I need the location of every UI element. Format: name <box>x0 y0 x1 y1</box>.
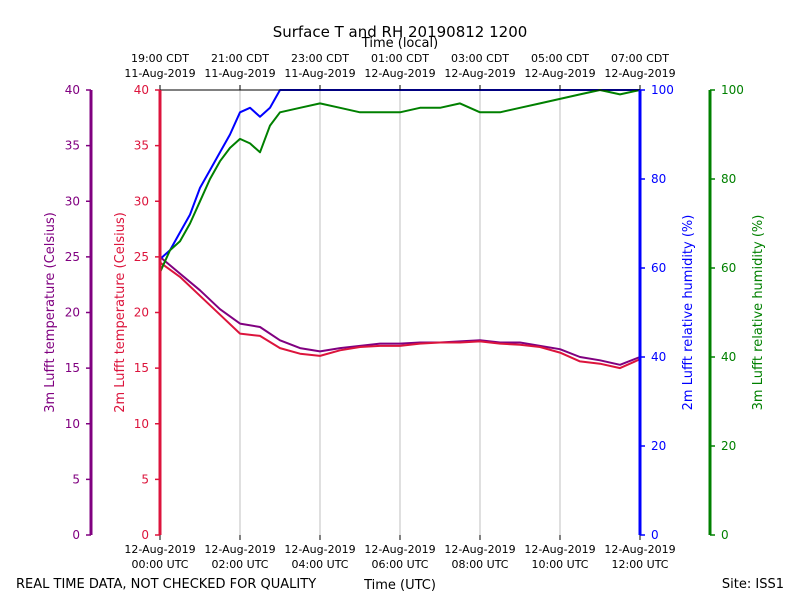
x-tick-date-bottom: 12-Aug-2019 <box>204 543 275 556</box>
x-tick-date-top: 12-Aug-2019 <box>524 67 595 80</box>
x-tick-time-top: 23:00 CDT <box>291 52 349 65</box>
x-tick-time-bottom: 10:00 UTC <box>531 558 588 571</box>
y-tick-label-t3: 10 <box>65 417 80 431</box>
y-tick-label-t2: 20 <box>134 306 149 320</box>
x-tick-time-bottom: 08:00 UTC <box>451 558 508 571</box>
series-line-t3 <box>159 256 641 366</box>
x-tick-date-bottom: 12-Aug-2019 <box>444 543 515 556</box>
y-tick-label-rh3: 80 <box>721 172 736 186</box>
y-axis-label-rh3: 3m Lufft relative humidity (%) <box>751 215 766 411</box>
x-tick-date-top: 12-Aug-2019 <box>364 67 435 80</box>
y-tick-label-t2: 25 <box>134 250 149 264</box>
x-tick-date-bottom: 12-Aug-2019 <box>604 543 675 556</box>
y-tick-label-t2: 0 <box>141 528 149 542</box>
y-tick-label-t2: 35 <box>134 139 149 153</box>
x-tick-time-top: 01:00 CDT <box>371 52 429 65</box>
x-axis-ticks: 12-Aug-2019 00:00 UTC 12-Aug-2019 02:00 UTC… <box>124 52 675 571</box>
x-tick-date-bottom: 12-Aug-2019 <box>124 543 195 556</box>
y-tick-label-t2: 10 <box>134 417 149 431</box>
y-tick-label-t2: 5 <box>141 472 149 486</box>
y-tick-label-rh3: 100 <box>721 83 744 97</box>
y-tick-label-rh3: 0 <box>721 528 729 542</box>
x-tick-time-bottom: 12:00 UTC <box>611 558 668 571</box>
y-tick-label-t3: 5 <box>72 472 80 486</box>
x-tick-time-top: 07:00 CDT <box>611 52 669 65</box>
grid-lines <box>239 90 561 535</box>
x-tick-date-bottom: 12-Aug-2019 <box>524 543 595 556</box>
y-tick-label-t3: 20 <box>65 306 80 320</box>
y-tick-label-t2: 15 <box>134 361 149 375</box>
series-line-rh3 <box>159 89 641 273</box>
y-axes: 0 5 10 15 20 25 30 35 40 3m Lufft temperature (Ce… <box>43 83 766 542</box>
y-axis-label-rh2: 2m Lufft relative humidity (%) <box>681 215 696 411</box>
y-tick-label-rh3: 60 <box>721 261 736 275</box>
x-tick-date-bottom: 12-Aug-2019 <box>364 543 435 556</box>
x-tick-date-top: 11-Aug-2019 <box>124 67 195 80</box>
y-tick-label-t2: 30 <box>134 194 149 208</box>
y-tick-label-t3: 15 <box>65 361 80 375</box>
y-tick-label-t2: 40 <box>134 83 149 97</box>
y-tick-label-rh2: 0 <box>651 528 659 542</box>
x-tick-time-top: 05:00 CDT <box>531 52 589 65</box>
x-tick-date-bottom: 12-Aug-2019 <box>284 543 355 556</box>
y-tick-label-rh3: 20 <box>721 439 736 453</box>
y-tick-label-t3: 30 <box>65 194 80 208</box>
y-tick-label-rh2: 80 <box>651 172 666 186</box>
x-tick-time-top: 19:00 CDT <box>131 52 189 65</box>
y-tick-label-t3: 25 <box>65 250 80 264</box>
y-tick-label-rh3: 40 <box>721 350 736 364</box>
x-tick-date-top: 11-Aug-2019 <box>284 67 355 80</box>
x-tick-time-bottom: 04:00 UTC <box>291 558 348 571</box>
x-tick-date-top: 12-Aug-2019 <box>604 67 675 80</box>
site-label: Site: ISS1 <box>722 577 784 592</box>
series-line-t2 <box>159 261 641 370</box>
x-tick-date-top: 12-Aug-2019 <box>444 67 515 80</box>
chart-title: Surface T and RH 20190812 1200 <box>273 23 528 41</box>
quality-disclaimer: REAL TIME DATA, NOT CHECKED FOR QUALITY <box>16 577 316 592</box>
y-axis-label-t3: 3m Lufft temperature (Celsius) <box>43 212 58 413</box>
x-tick-time-bottom: 00:00 UTC <box>131 558 188 571</box>
x-axis-label-top: Time (local) <box>361 36 438 51</box>
y-tick-label-rh2: 60 <box>651 261 666 275</box>
x-axis-label-bottom: Time (UTC) <box>363 578 436 593</box>
y-tick-label-t3: 40 <box>65 83 80 97</box>
y-axis-label-t2: 2m Lufft temperature (Celsius) <box>113 212 128 413</box>
x-tick-time-bottom: 02:00 UTC <box>211 558 268 571</box>
y-tick-label-rh2: 100 <box>651 83 674 97</box>
x-tick-time-bottom: 06:00 UTC <box>371 558 428 571</box>
x-tick-time-top: 21:00 CDT <box>211 52 269 65</box>
y-tick-label-t3: 0 <box>72 528 80 542</box>
y-tick-label-t3: 35 <box>65 139 80 153</box>
y-tick-label-rh2: 20 <box>651 439 666 453</box>
x-tick-date-top: 11-Aug-2019 <box>204 67 275 80</box>
y-tick-label-rh2: 40 <box>651 350 666 364</box>
x-tick-time-top: 03:00 CDT <box>451 52 509 65</box>
